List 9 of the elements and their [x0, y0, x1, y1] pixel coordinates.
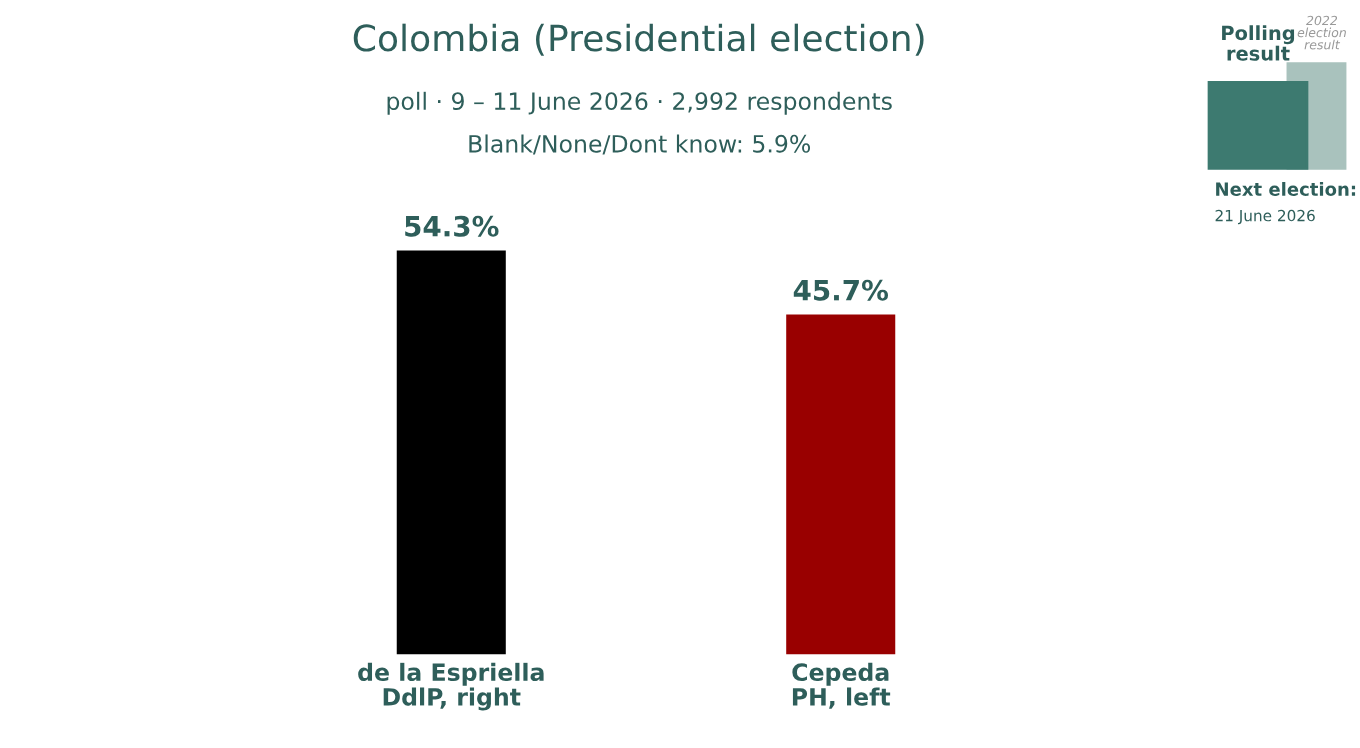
data-label: 54.3% — [405, 215, 499, 237]
text: Next election: — [1216, 182, 1356, 196]
text: Blank/None/Dont know: 5.9% — [469, 134, 811, 155]
x-tick-label: de la Espriella DdlP, right — [358, 662, 544, 711]
data-label: 45.7% — [793, 279, 889, 301]
chart-title: Colombia (Presidential election) — [353, 23, 924, 56]
chart-subtitle: poll · 9 – 11 June 2026 · 2,992 respondents — [387, 91, 892, 115]
x-tick-label: Cepeda PH, left — [792, 662, 891, 709]
text: Polling result — [1222, 25, 1295, 61]
